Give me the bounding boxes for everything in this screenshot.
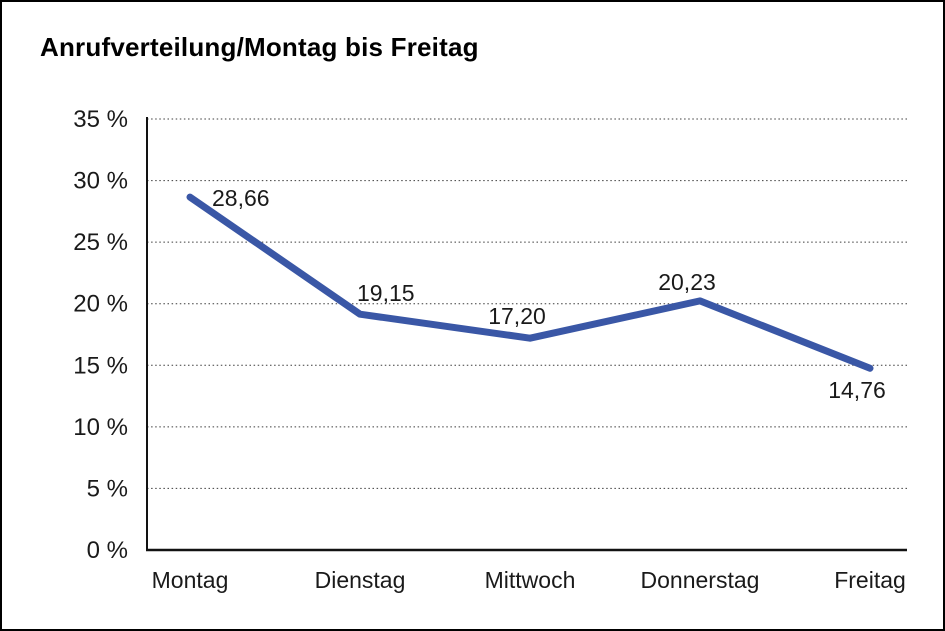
data-label: 20,23 [658,269,716,295]
data-label: 19,15 [357,280,415,306]
y-tick-label: 5 % [87,475,128,502]
x-tick-label: Mittwoch [485,567,576,593]
x-tick-label: Donnerstag [641,567,760,593]
chart-title: Anrufverteilung/Montag bis Freitag [40,32,479,62]
data-label: 17,20 [488,303,546,329]
x-tick-label: Montag [152,567,229,593]
y-tick-label: 30 % [73,168,128,195]
y-tick-label: 15 % [73,352,128,379]
series-line [186,193,874,372]
y-tick-label: 20 % [73,291,128,318]
y-tick-label: 0 % [87,537,128,564]
y-tick-label: 10 % [73,414,128,441]
x-tick-label: Dienstag [315,567,406,593]
y-tick-label: 35 % [73,106,128,133]
data-label: 28,66 [212,185,270,211]
x-tick-label: Freitag [834,567,906,593]
data-label: 14,76 [828,377,886,403]
y-tick-label: 25 % [73,229,128,256]
